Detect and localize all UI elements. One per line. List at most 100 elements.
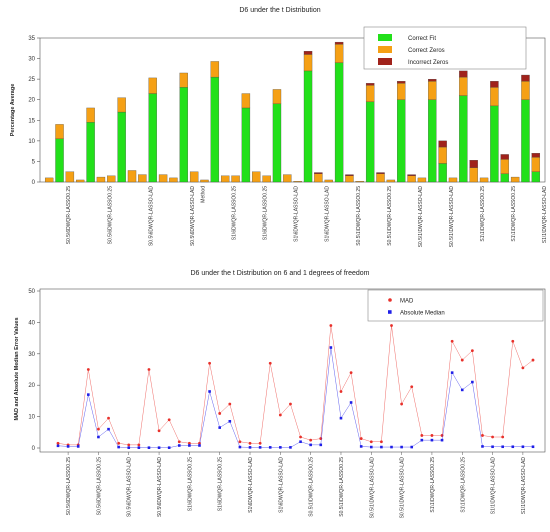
bar-segment: [262, 175, 271, 183]
bar-segment: [44, 177, 54, 183]
data-point: [369, 440, 373, 444]
bar-segment: [189, 171, 199, 183]
y-tick-label: 20: [28, 383, 35, 389]
bar-segment: [221, 175, 230, 183]
x-tick-label: S0.5\1\DWQR-LASSO-LAD: [418, 186, 424, 248]
bar-segment: [500, 154, 509, 160]
bar-segment: [521, 74, 530, 82]
bar-segment: [365, 85, 375, 102]
data-point: [147, 368, 151, 371]
y-tick-label: 30: [28, 352, 35, 358]
bar-segment: [490, 87, 499, 107]
line-chart-frame: [39, 288, 546, 453]
bar-segment: [283, 174, 292, 183]
bar-segment: [500, 173, 509, 183]
data-point: [410, 385, 414, 389]
bar-segment: [293, 181, 302, 183]
bar-segment: [138, 174, 147, 183]
bar-segment: [55, 124, 64, 139]
data-point: [329, 346, 333, 349]
legend-swatch: [378, 34, 392, 41]
data-point: [531, 358, 535, 362]
bar-segment: [397, 99, 406, 183]
bar-segment: [210, 76, 220, 183]
line-chart-ylabel: MAD and Absolute Median Error Values: [14, 317, 20, 420]
legend-label: Correct Fit: [408, 36, 436, 42]
data-point: [147, 446, 151, 449]
data-point: [127, 446, 131, 449]
x-tick-label: S0.5\6DWQR-LASSO0.25: [66, 457, 72, 516]
data-point: [289, 446, 292, 449]
bar-segment: [76, 179, 85, 183]
x-tick-label: S0.5\1\DWQR-LASSO0.25: [387, 186, 393, 246]
data-point: [56, 444, 60, 448]
y-tick-label: 30: [28, 57, 35, 63]
bar-segment: [531, 157, 541, 172]
y-tick-label: 10: [28, 139, 35, 145]
data-point: [177, 440, 181, 444]
data-point: [289, 402, 292, 406]
bar-segment: [314, 173, 323, 183]
data-point: [248, 441, 252, 445]
data-point: [208, 361, 211, 365]
bar-segment: [334, 62, 344, 183]
data-point: [481, 434, 484, 437]
data-point: [157, 446, 161, 449]
y-tick-label: 10: [28, 415, 35, 421]
bar-segment: [407, 174, 416, 176]
bar-segment: [459, 70, 468, 78]
data-point: [420, 438, 424, 442]
bar-segment: [96, 176, 106, 183]
x-tick-label: S1\6DWQR-LASSO-LAD: [248, 457, 254, 513]
data-point: [238, 440, 242, 444]
bar-segment: [459, 76, 468, 96]
bar-segment: [345, 174, 354, 176]
bar-chart-y-axis: 0 5 10 15 20 25 30 35: [28, 36, 40, 186]
bar-segment: [303, 51, 313, 55]
data-point: [268, 361, 272, 365]
data-point: [248, 446, 252, 449]
data-point: [400, 445, 403, 449]
legend-label: Absolute Median: [400, 311, 445, 317]
x-tick-label: S1\6DWQR-LASSO-LAD: [325, 186, 331, 242]
bar-segment: [469, 160, 478, 168]
x-tick-label: S0.5\6DWQR-LASSO0.25: [66, 186, 72, 245]
bar-segment: [303, 70, 313, 183]
y-tick-label: 5: [32, 159, 36, 165]
bar-segment: [417, 177, 427, 183]
bar-segment: [169, 177, 178, 183]
data-point: [268, 446, 272, 449]
legend-label: Incorrect Zeros: [408, 60, 448, 66]
x-tick-label: S0.5\6DWQR-LASSO-LAD: [157, 457, 163, 517]
x-tick-label: S1\1\DWQR-LASSO-LAD: [542, 186, 548, 244]
data-point: [430, 434, 434, 437]
bar-segment: [231, 175, 240, 183]
x-tick-label: S0.5\1\DWQR-LASSO0.25: [339, 457, 345, 517]
data-point: [117, 441, 121, 445]
data-point: [400, 402, 404, 406]
y-tick-label: 50: [28, 289, 35, 295]
data-point: [218, 412, 222, 415]
data-point: [369, 445, 373, 449]
data-point: [87, 393, 90, 396]
data-point: [187, 441, 191, 445]
data-point: [299, 435, 302, 439]
y-tick-label: 35: [28, 36, 35, 42]
y-tick-label: 15: [28, 118, 35, 124]
data-point: [258, 446, 262, 449]
data-point: [309, 438, 313, 442]
bar-segment: [510, 176, 520, 183]
x-tick-label: S0.5\6DWQR-LASSO-LAD: [127, 457, 133, 517]
data-point: [167, 418, 171, 422]
data-point: [137, 443, 141, 447]
data-point: [56, 441, 60, 445]
data-point: [521, 366, 525, 370]
data-point: [157, 429, 161, 433]
data-point: [359, 445, 363, 448]
bar-segment: [428, 99, 437, 183]
data-point: [349, 371, 353, 375]
bar-segment: [521, 81, 530, 100]
data-point: [531, 445, 535, 449]
y-tick-label: 0: [32, 180, 36, 186]
bar-segment: [521, 99, 530, 183]
